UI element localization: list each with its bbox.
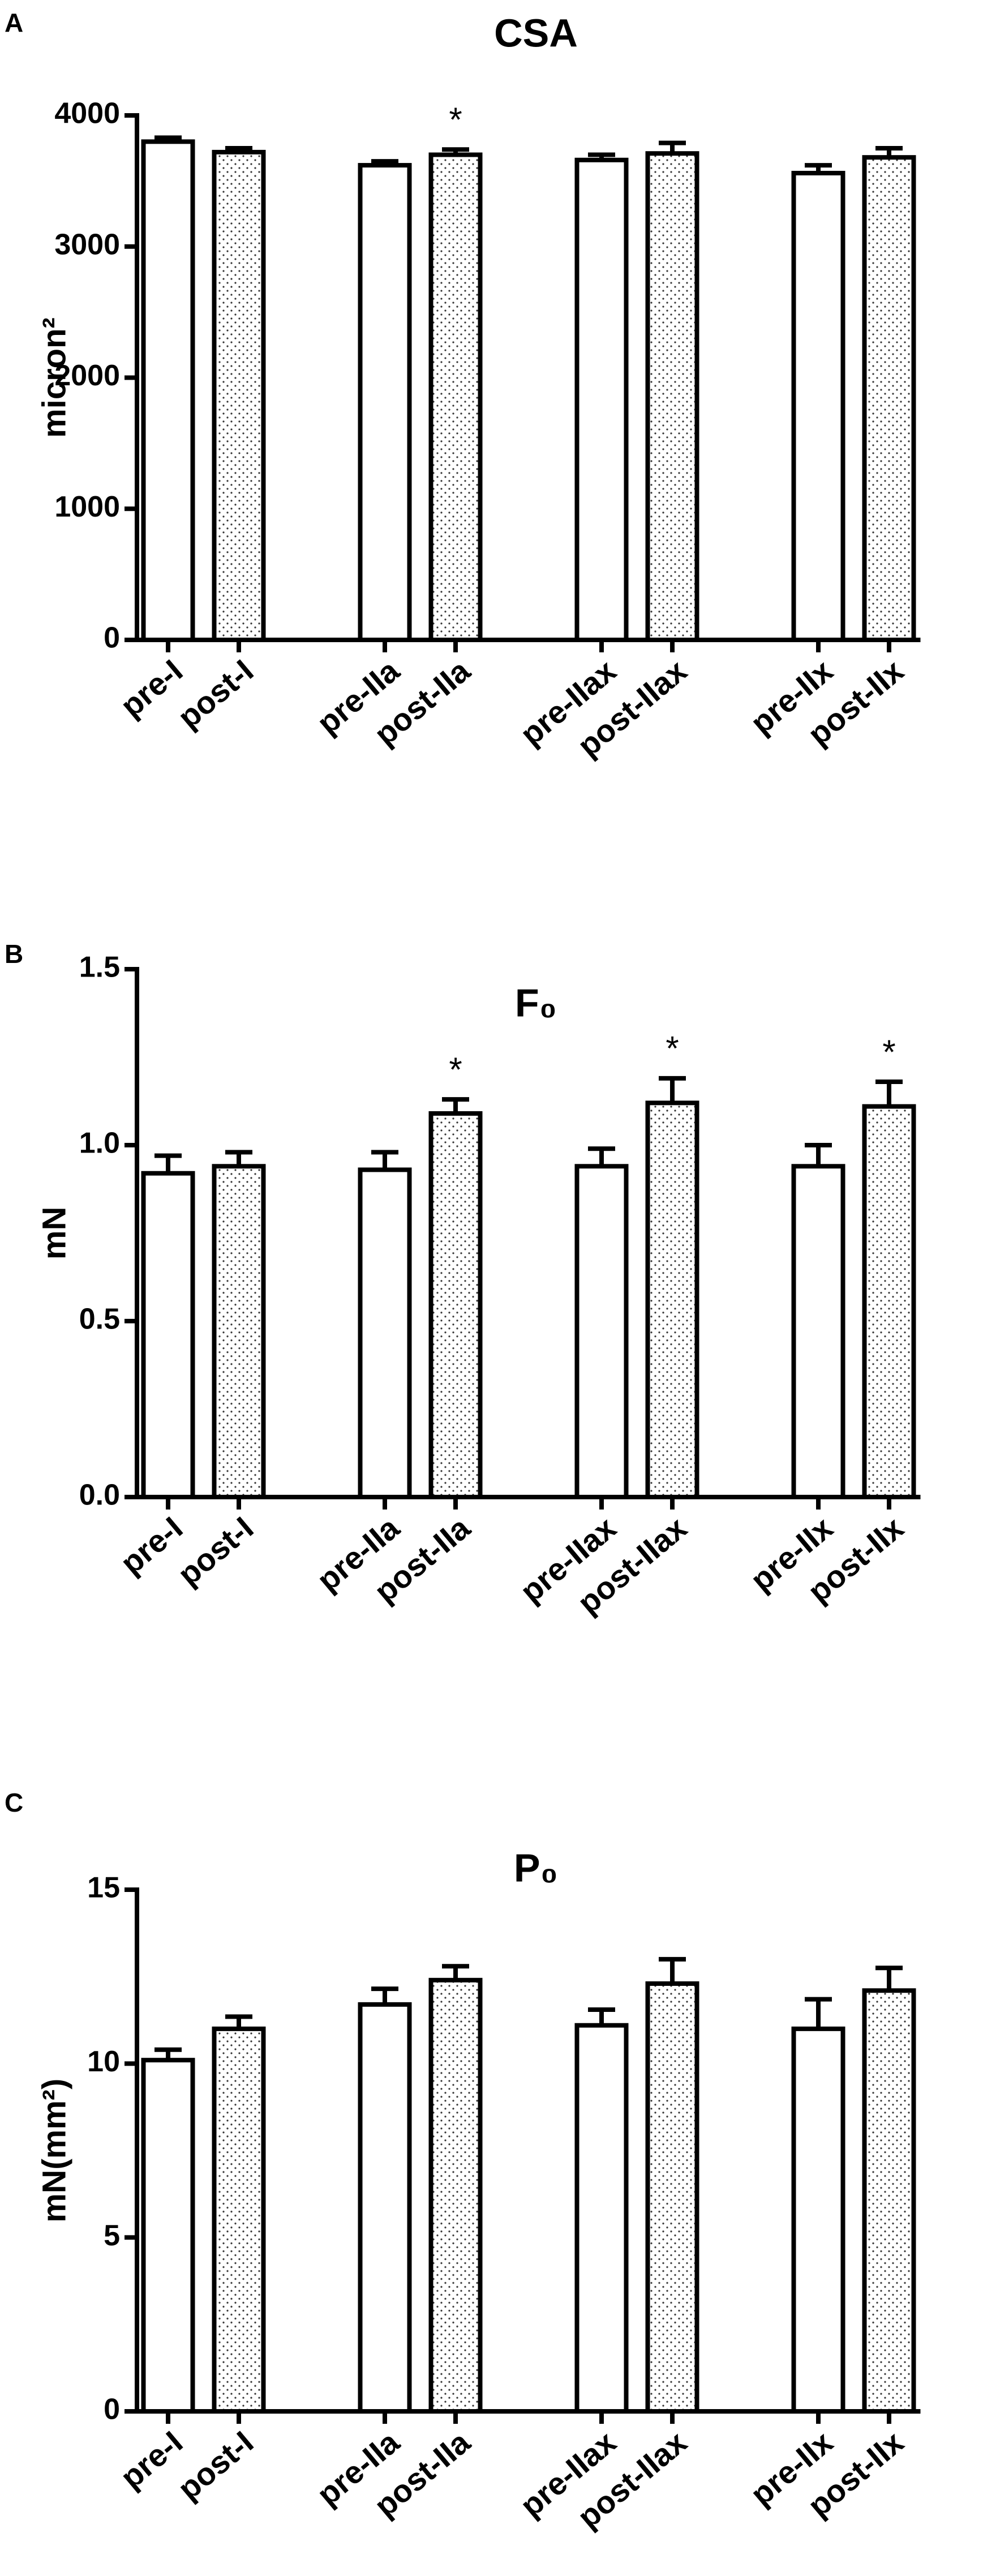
panel-letter: C: [5, 1788, 23, 1817]
chart-title: CSA: [494, 11, 578, 55]
significance-marker: *: [449, 1051, 462, 1089]
y-tick-label: 5: [104, 2219, 120, 2252]
y-tick-label: 0.5: [79, 1303, 120, 1336]
y-tick-label: 0.0: [79, 1479, 120, 1512]
bar: [358, 163, 412, 642]
panel-letter: A: [5, 8, 23, 37]
bar: [574, 1164, 629, 1500]
y-axis-label: mN(mm²): [36, 2079, 72, 2223]
y-tick-label: 0: [104, 2393, 120, 2426]
y-tick-label: 0: [104, 622, 120, 655]
y-tick-label: 1000: [54, 491, 120, 523]
bar: [645, 1981, 699, 2414]
panel-letter: B: [5, 939, 23, 969]
bar: [862, 1104, 916, 1499]
bar: [791, 1164, 845, 1500]
y-axis-label: mN: [36, 1207, 72, 1259]
y-tick-label: 10: [87, 2045, 120, 2078]
bar: [791, 2026, 845, 2414]
y-tick-label: 4000: [54, 97, 120, 130]
bar: [791, 170, 845, 643]
bar: [212, 1164, 266, 1500]
bar: [358, 1167, 412, 1500]
chart-title: P₀: [514, 1846, 558, 1890]
x-tick-label: post-I: [171, 1510, 260, 1592]
significance-marker: *: [882, 1033, 895, 1071]
bar: [574, 157, 629, 643]
bar: [212, 2026, 266, 2414]
y-tick-label: 1.0: [79, 1127, 120, 1160]
y-tick-label: 3000: [54, 228, 120, 261]
y-tick-label: 15: [87, 1872, 120, 1904]
chart-title: F₀: [515, 980, 557, 1025]
y-axis-label: micron²: [36, 317, 72, 438]
x-tick-label: post-I: [171, 652, 260, 735]
bar: [428, 1111, 483, 1499]
bar: [645, 151, 699, 642]
y-tick-label: 2000: [54, 359, 120, 392]
bar: [574, 2023, 629, 2414]
bar: [358, 2002, 412, 2414]
y-tick-label: 1.5: [79, 951, 120, 984]
bar: [645, 1100, 699, 1499]
bar: [141, 139, 195, 643]
bar: [141, 2058, 195, 2414]
bar: [428, 1977, 483, 2414]
x-tick-label: post-I: [171, 2424, 260, 2506]
significance-marker: *: [449, 101, 462, 139]
bar: [428, 152, 483, 642]
bar: [862, 155, 916, 643]
bar: [212, 149, 266, 642]
bar: [141, 1171, 195, 1499]
significance-marker: *: [666, 1030, 679, 1068]
bar: [862, 1988, 916, 2414]
